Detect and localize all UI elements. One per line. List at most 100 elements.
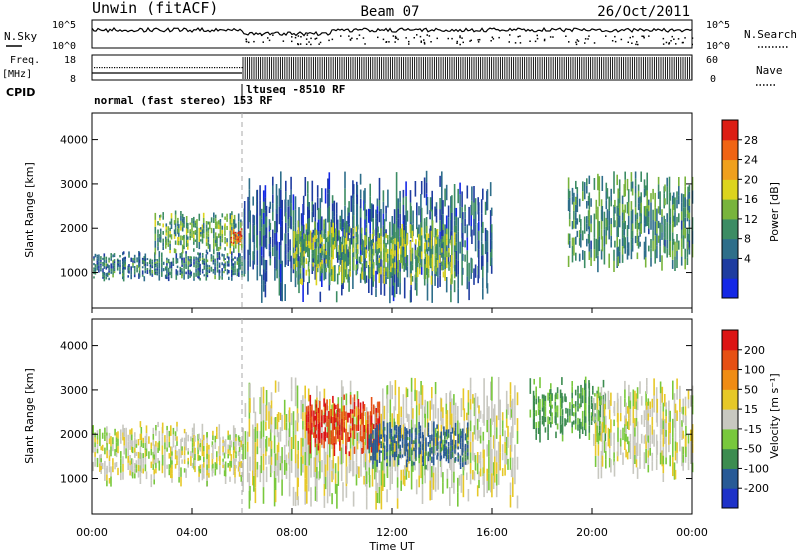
scatter-cell xyxy=(285,191,287,202)
scatter-cell xyxy=(386,426,389,431)
scatter-cell xyxy=(393,438,396,444)
scatter-cell xyxy=(307,405,310,412)
scatter-cell xyxy=(294,274,297,288)
scatter-cell xyxy=(150,442,153,449)
scatter-cell xyxy=(411,427,413,434)
scatter-cell xyxy=(302,282,304,302)
scatter-cell xyxy=(193,261,195,265)
scatter-cell xyxy=(637,242,640,249)
scatter-cell xyxy=(246,472,249,483)
scatter-cell xyxy=(359,402,362,408)
scatter-cell xyxy=(106,263,109,269)
nave-tick-low: 0 xyxy=(710,74,716,85)
freq-panel: Freq. [MHz] 18 8 60 0 Nave xyxy=(2,54,783,86)
scatter-cell xyxy=(302,446,304,456)
scatter-cell xyxy=(317,429,320,435)
scatter-cell xyxy=(370,258,373,277)
nsearch-dot xyxy=(451,37,453,40)
scatter-cell xyxy=(229,434,231,440)
scatter-cell xyxy=(341,236,344,245)
nsearch-dot xyxy=(262,41,264,43)
scatter-cell xyxy=(221,253,223,257)
scatter-cell xyxy=(201,472,204,481)
scatter-cell xyxy=(154,263,157,266)
scatter-cell xyxy=(478,413,480,422)
scatter-cell xyxy=(516,495,519,509)
scatter-cell xyxy=(319,391,321,409)
scatter-cell xyxy=(229,224,232,231)
nsearch-dot xyxy=(314,38,316,40)
scatter-cell xyxy=(130,266,132,271)
scatter-cell xyxy=(392,436,394,440)
scatter-cell xyxy=(661,209,663,217)
scatter-cell xyxy=(292,210,295,226)
scatter-cell xyxy=(349,403,352,415)
scatter-cell xyxy=(203,258,206,261)
scatter-cell xyxy=(346,432,348,450)
scatter-cell xyxy=(582,230,584,241)
scatter-cell xyxy=(399,254,402,263)
scatter-cell xyxy=(419,245,421,252)
scatter-cell xyxy=(659,207,661,215)
scatter-cell xyxy=(299,278,302,284)
scatter-cell xyxy=(406,266,409,278)
scatter-cell xyxy=(376,482,379,493)
scatter-cell xyxy=(674,212,676,227)
scatter-cell xyxy=(621,229,624,238)
nsearch-dot xyxy=(670,40,672,42)
scatter-cell xyxy=(129,455,131,461)
scatter-cell xyxy=(100,466,102,470)
scatter-cell xyxy=(238,437,241,442)
scatter-cell xyxy=(170,234,173,240)
scatter-cell xyxy=(247,260,249,271)
scatter-cell xyxy=(406,452,409,456)
scatter-cell xyxy=(265,238,268,250)
scatter-cell xyxy=(219,246,222,250)
scatter-cell xyxy=(307,388,310,402)
scatter-cell xyxy=(157,458,159,464)
scatter-cell xyxy=(436,437,438,442)
scatter-cell xyxy=(272,229,274,239)
scatter-cell xyxy=(376,221,379,229)
scatter-cell xyxy=(196,233,198,241)
scatter-cell xyxy=(364,469,367,479)
scatter-cell xyxy=(349,243,351,249)
scatter-cell xyxy=(178,448,180,455)
scatter-cell xyxy=(392,450,394,454)
scatter-cell xyxy=(364,461,367,470)
scatter-cell xyxy=(128,251,130,255)
scatter-cell xyxy=(385,205,387,214)
scatter-cell xyxy=(336,409,338,435)
scatter-cell xyxy=(252,196,254,206)
scatter-cell xyxy=(408,442,410,450)
scatter-cell xyxy=(191,218,193,223)
scatter-cell xyxy=(457,188,459,204)
scatter-cell xyxy=(136,267,138,270)
scatter-cell xyxy=(397,198,399,209)
scatter-cell xyxy=(125,448,127,459)
scatter-cell xyxy=(202,228,205,234)
scatter-cell xyxy=(232,228,235,231)
scatter-cell xyxy=(672,204,675,210)
scatter-cell xyxy=(423,274,426,286)
scatter-cell xyxy=(646,172,648,191)
scatter-cell xyxy=(429,435,431,440)
scatter-cell xyxy=(375,218,377,227)
scatter-cell xyxy=(462,433,464,439)
scatter-cell xyxy=(395,434,398,438)
scatter-cell xyxy=(419,425,422,429)
scatter-cell xyxy=(277,452,280,463)
scatter-cell xyxy=(234,265,236,269)
scatter-cell xyxy=(295,271,297,278)
scatter-cell xyxy=(386,447,389,452)
scatter-cell xyxy=(626,202,629,214)
scatter-cell xyxy=(280,263,282,283)
scatter-cell xyxy=(393,426,396,431)
scatter-cell xyxy=(181,264,183,267)
scatter-cell xyxy=(431,447,433,451)
nsearch-dot xyxy=(282,40,285,42)
scatter-cell xyxy=(636,232,639,240)
nsearch-dot xyxy=(668,42,671,44)
scatter-cell xyxy=(128,267,130,271)
scatter-cell xyxy=(413,447,415,452)
